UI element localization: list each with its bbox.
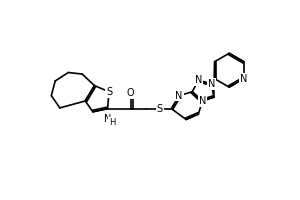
Text: N: N: [104, 114, 111, 124]
Text: S: S: [106, 87, 112, 97]
Text: N: N: [240, 74, 247, 84]
Text: N: N: [199, 96, 206, 106]
Text: H: H: [109, 118, 116, 127]
Text: O: O: [127, 88, 134, 98]
Text: N: N: [195, 75, 202, 85]
Text: S: S: [157, 104, 163, 114]
Text: N: N: [208, 79, 215, 89]
Text: N: N: [176, 91, 183, 101]
